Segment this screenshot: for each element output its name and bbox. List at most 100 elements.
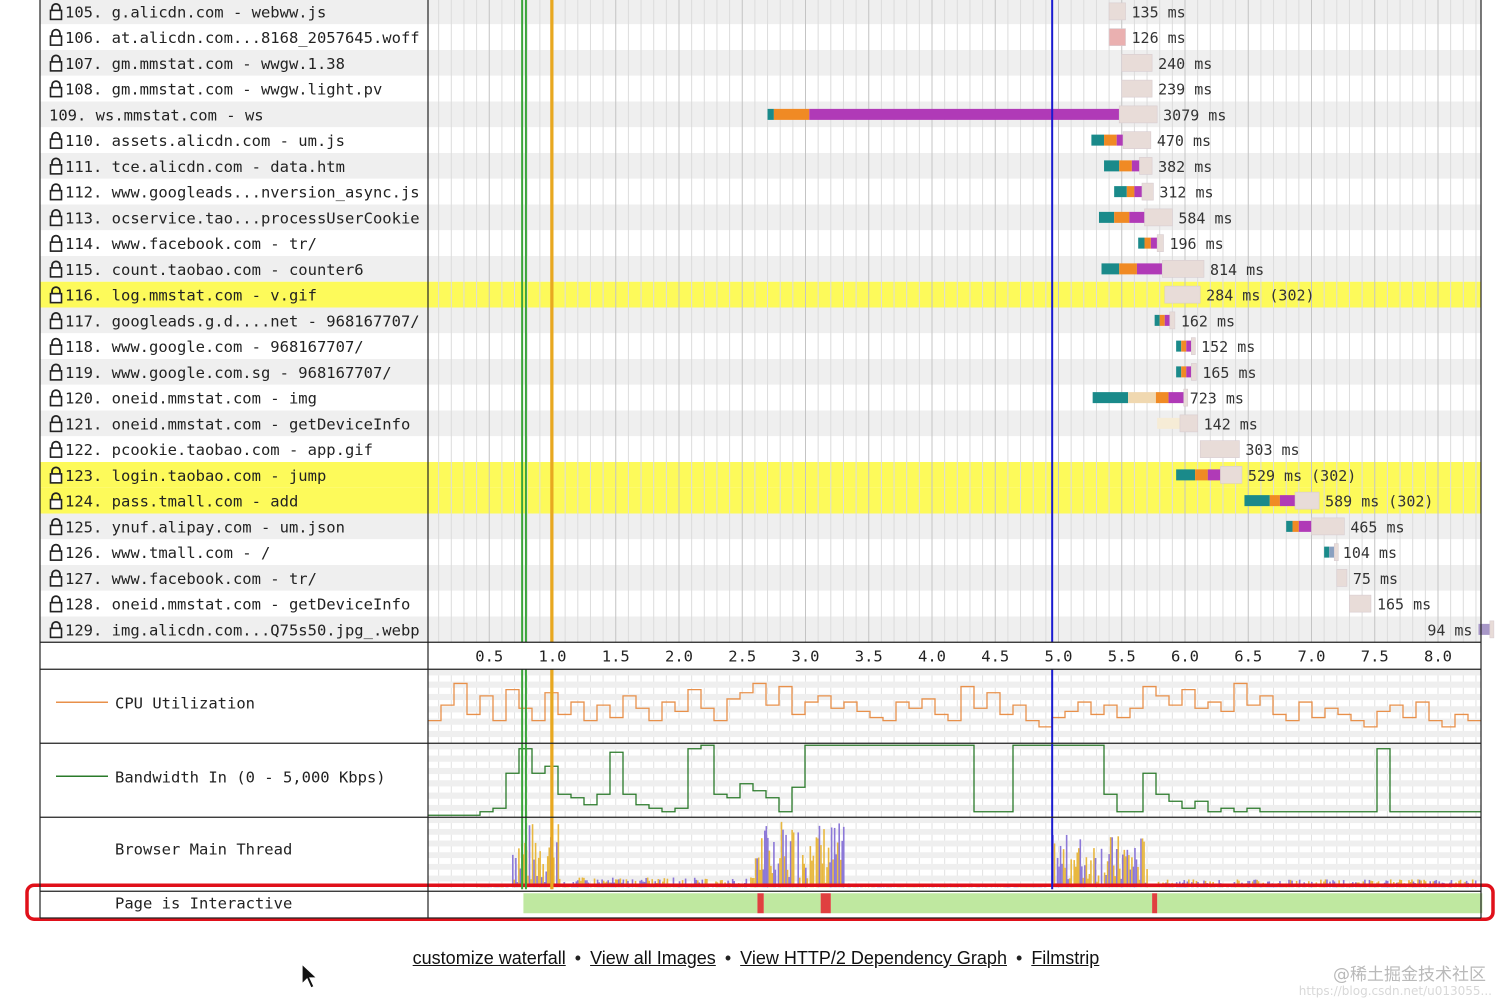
axis-tick-label: 7.5 [1361, 647, 1389, 665]
lock-body [49, 498, 63, 510]
request-labels[interactable]: 105. g.alicdn.com - webww.js 106. at.alic… [49, 2, 420, 639]
request-label[interactable]: 112. www.googleads...nversion_async.js [65, 184, 420, 202]
main-thread-activity [646, 877, 649, 888]
axis-tick-label: 4.0 [918, 647, 946, 665]
request-label[interactable]: 105. g.alicdn.com - webww.js [65, 3, 326, 21]
main-thread-activity [1111, 837, 1113, 888]
axis-tick-label: 3.5 [855, 647, 883, 665]
request-duration: 239 ms [1158, 81, 1212, 99]
request-duration: 529 ms (302) [1248, 467, 1356, 485]
panel-stripe [428, 840, 1481, 847]
request-duration: 196 ms [1169, 235, 1223, 253]
axis-tick-label: 0.5 [475, 647, 503, 665]
request-label[interactable]: 116. log.mmstat.com - v.gif [65, 287, 317, 305]
request-row-background [40, 436, 1481, 462]
request-label[interactable]: 106. at.alicdn.com...8168_2057645.woff [65, 29, 420, 47]
cpu-utilization-line [428, 682, 1481, 728]
main-thread-activity [596, 879, 599, 888]
request-duration: 165 ms [1377, 596, 1431, 614]
lock-shackle [51, 440, 61, 449]
request-phase-segment [1207, 469, 1221, 481]
view-http2-dependency-graph-link[interactable]: View HTTP/2 Dependency Graph [740, 948, 1007, 968]
request-label[interactable]: 109. ws.mmstat.com - ws [49, 106, 264, 124]
main-thread-activity [750, 877, 752, 888]
request-label[interactable]: 126. www.tmall.com - / [65, 544, 270, 562]
request-label[interactable]: 114. www.facebook.com - tr/ [65, 235, 317, 253]
panel-stripe [428, 767, 1481, 775]
request-label[interactable]: 129. img.alicdn.com...Q75s50.jpg_.webp [65, 621, 420, 639]
main-thread-activity [693, 877, 696, 888]
request-duration: 104 ms [1343, 544, 1397, 562]
request-label[interactable]: 108. gm.mmstat.com - wwgw.light.pv [65, 81, 382, 99]
request-row-background [40, 359, 1481, 385]
main-thread-activity [830, 827, 833, 888]
lock-icon [49, 466, 63, 484]
lock-shackle [51, 311, 61, 320]
panel-stripe [428, 828, 1481, 835]
lock-body [49, 241, 63, 252]
request-phase-segment [1279, 495, 1296, 507]
main-thread-activity [542, 864, 544, 888]
request-label[interactable]: 125. ynuf.alipay.com - um.json [65, 518, 345, 536]
lock-body [49, 447, 63, 458]
request-label[interactable]: 111. tce.alicdn.com - data.htm [65, 158, 345, 176]
request-row-background [40, 178, 1481, 205]
main-thread-activity [1056, 857, 1059, 888]
main-thread-activity [1120, 878, 1123, 888]
time-gridlines [438, 0, 1477, 888]
lock-shackle [51, 389, 61, 397]
request-row-background [40, 410, 1481, 437]
main-thread-activity [601, 879, 603, 888]
main-thread-activity [593, 878, 596, 888]
request-label[interactable]: 120. oneid.mmstat.com - img [65, 390, 317, 408]
main-thread-activity [757, 857, 760, 888]
request-duration: 126 ms [1132, 29, 1186, 47]
request-label[interactable]: 115. count.taobao.com - counter6 [65, 261, 364, 279]
request-label[interactable]: 121. oneid.mmstat.com - getDeviceInfo [65, 415, 410, 433]
main-thread-activity [618, 879, 620, 888]
request-label[interactable]: 107. gm.mmstat.com - wwgw.1.38 [65, 55, 345, 73]
main-thread-activity [1074, 866, 1077, 888]
request-row-background [40, 230, 1481, 256]
request-row-background [40, 281, 1481, 308]
request-label[interactable]: 119. www.google.com.sg - 968167707/ [65, 364, 392, 382]
chart-frame [39, 0, 1482, 919]
lock-shackle [51, 517, 61, 526]
request-phase-segment [1181, 366, 1187, 378]
request-label[interactable]: 124. pass.tmall.com - add [65, 493, 298, 511]
main-thread-activity [1399, 879, 1401, 888]
axis-tick-label: 6.0 [1171, 647, 1199, 665]
request-phase-segment [1168, 392, 1184, 404]
request-label[interactable]: 110. assets.alicdn.com - um.js [65, 132, 345, 150]
panel-stripe [428, 693, 1481, 701]
request-label[interactable]: 123. login.taobao.com - jump [65, 467, 326, 485]
lock-icon [49, 80, 63, 98]
main-thread-activity [1320, 879, 1322, 888]
request-duration: 303 ms [1245, 441, 1299, 459]
request-label[interactable]: 122. pcookie.taobao.com - app.gif [65, 441, 373, 459]
request-label[interactable]: 127. www.facebook.com - tr/ [65, 570, 317, 588]
view-all-images-link[interactable]: View all Images [590, 948, 716, 968]
request-phase-segment [1131, 160, 1140, 172]
filmstrip-link[interactable]: Filmstrip [1031, 948, 1100, 968]
main-thread-activity [1109, 837, 1112, 888]
main-thread-activity [614, 879, 617, 888]
request-download-bar [1118, 105, 1158, 124]
request-label[interactable]: 118. www.google.com - 968167707/ [65, 338, 364, 356]
main-thread-activity [815, 837, 818, 888]
request-phase-segment [1114, 211, 1130, 223]
request-download-bar [1121, 54, 1153, 72]
lock-icon [49, 620, 63, 639]
lock-icon [49, 234, 63, 252]
lock-shackle [51, 492, 61, 500]
main-thread-activity [536, 876, 538, 888]
main-thread-activity [779, 858, 781, 888]
request-label[interactable]: 113. ocservice.tao...processUserCookie [65, 209, 420, 227]
customize-waterfall-link[interactable]: customize waterfall [412, 948, 566, 968]
request-label[interactable]: 128. oneid.mmstat.com - getDeviceInfo [65, 596, 410, 614]
main-thread-activity [1188, 879, 1190, 888]
request-label[interactable]: 117. googleads.g.d....net - 968167707/ [65, 312, 420, 330]
time-axis: 0.5 1.0 1.5 2.0 2.5 3.0 3.5 4.0 4.5 5.0 5.5 6.0 6.5 7… [428, 642, 1481, 670]
main-thread-activity [1364, 879, 1366, 888]
lock-body [49, 395, 63, 407]
